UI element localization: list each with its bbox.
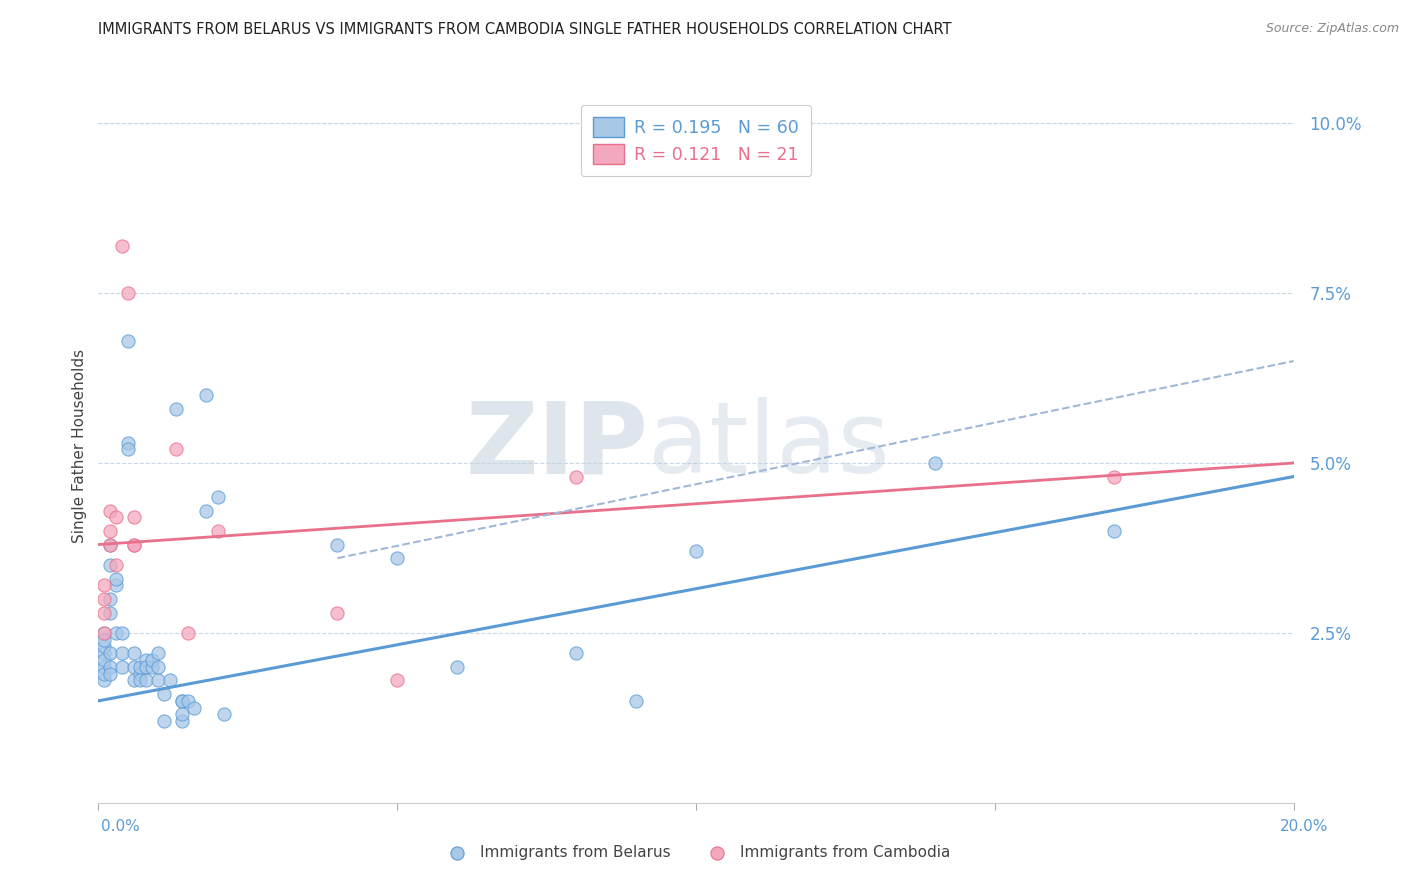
Point — [153, 714, 176, 729]
Point — [177, 626, 200, 640]
Text: IMMIGRANTS FROM BELARUS VS IMMIGRANTS FROM CAMBODIA SINGLE FATHER HOUSEHOLDS COR: IMMIGRANTS FROM BELARUS VS IMMIGRANTS FR… — [98, 22, 952, 37]
Point — [98, 660, 122, 674]
Point — [172, 694, 194, 708]
Point — [98, 591, 122, 606]
Legend: Immigrants from Belarus, Immigrants from Cambodia: Immigrants from Belarus, Immigrants from… — [436, 839, 956, 866]
Point — [117, 334, 139, 348]
Point — [111, 238, 134, 252]
Point — [326, 606, 349, 620]
Point — [135, 653, 157, 667]
Point — [183, 700, 205, 714]
Point — [141, 660, 163, 674]
Point — [685, 544, 707, 558]
Point — [1104, 469, 1126, 483]
Point — [135, 673, 157, 688]
Point — [326, 537, 349, 551]
Point — [446, 660, 468, 674]
Point — [98, 537, 122, 551]
Point — [105, 558, 128, 572]
Point — [93, 673, 115, 688]
Point — [93, 640, 115, 654]
Point — [105, 578, 128, 592]
Text: ZIP: ZIP — [465, 398, 648, 494]
Point — [124, 646, 146, 660]
Point — [172, 707, 194, 722]
Point — [172, 694, 194, 708]
Point — [105, 510, 128, 524]
Point — [93, 626, 115, 640]
Point — [124, 537, 146, 551]
Point — [194, 503, 218, 517]
Point — [124, 660, 146, 674]
Point — [105, 572, 128, 586]
Point — [124, 673, 146, 688]
Point — [98, 606, 122, 620]
Point — [93, 653, 115, 667]
Point — [111, 646, 134, 660]
Point — [129, 666, 152, 681]
Y-axis label: Single Father Households: Single Father Households — [72, 349, 87, 543]
Point — [165, 401, 187, 416]
Point — [129, 673, 152, 688]
Point — [172, 714, 194, 729]
Point — [207, 524, 229, 538]
Point — [111, 626, 134, 640]
Point — [207, 490, 229, 504]
Point — [93, 632, 115, 647]
Point — [177, 694, 200, 708]
Point — [93, 646, 115, 660]
Point — [98, 537, 122, 551]
Point — [624, 694, 647, 708]
Point — [93, 626, 115, 640]
Point — [93, 591, 115, 606]
Point — [1104, 524, 1126, 538]
Point — [117, 435, 139, 450]
Text: 0.0%: 0.0% — [101, 820, 141, 834]
Point — [117, 442, 139, 457]
Text: Source: ZipAtlas.com: Source: ZipAtlas.com — [1265, 22, 1399, 36]
Point — [98, 558, 122, 572]
Point — [98, 666, 122, 681]
Point — [98, 646, 122, 660]
Text: 20.0%: 20.0% — [1281, 820, 1329, 834]
Point — [385, 673, 409, 688]
Point — [93, 606, 115, 620]
Point — [98, 524, 122, 538]
Point — [194, 388, 218, 402]
Point — [565, 469, 588, 483]
Point — [93, 666, 115, 681]
Point — [93, 578, 115, 592]
Point — [105, 626, 128, 640]
Point — [98, 503, 122, 517]
Point — [124, 537, 146, 551]
Point — [141, 653, 163, 667]
Point — [148, 646, 170, 660]
Point — [129, 660, 152, 674]
Point — [135, 660, 157, 674]
Point — [165, 442, 187, 457]
Point — [124, 510, 146, 524]
Point — [148, 673, 170, 688]
Point — [148, 660, 170, 674]
Point — [924, 456, 946, 470]
Point — [159, 673, 181, 688]
Point — [93, 660, 115, 674]
Point — [212, 707, 235, 722]
Point — [565, 646, 588, 660]
Point — [111, 660, 134, 674]
Point — [117, 286, 139, 301]
Text: atlas: atlas — [648, 398, 890, 494]
Point — [153, 687, 176, 701]
Point — [385, 551, 409, 566]
